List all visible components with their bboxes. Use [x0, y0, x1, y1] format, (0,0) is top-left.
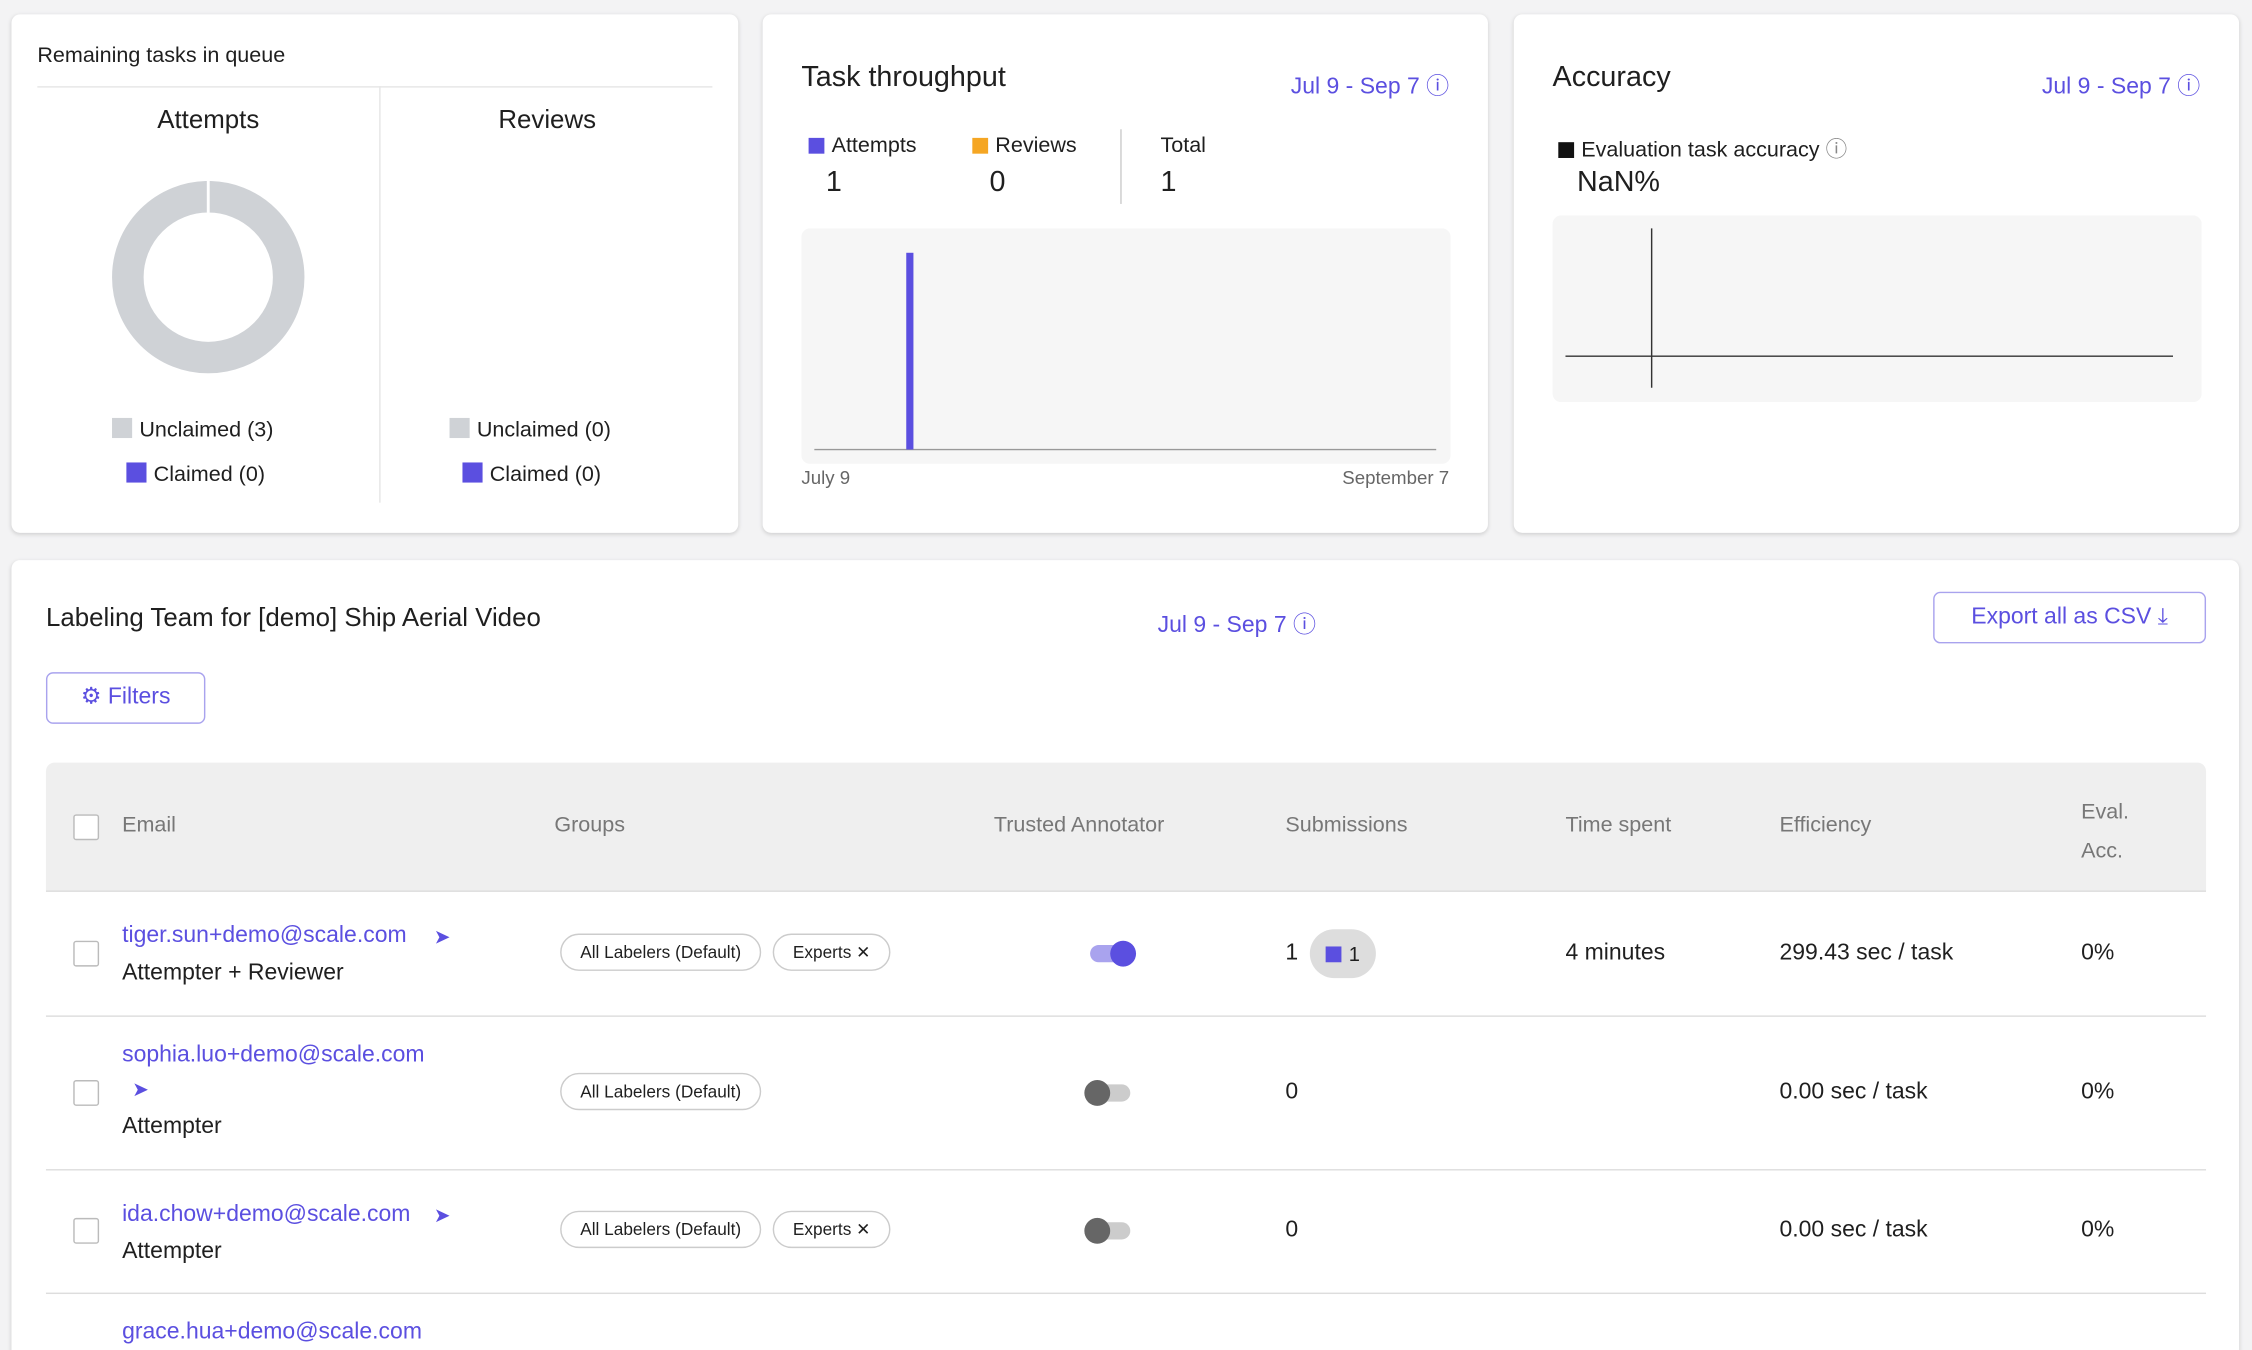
date-range[interactable]: Jul 9 - Sep 7 ⓘ: [1290, 74, 1450, 100]
metric-value: NaN%: [1576, 166, 1660, 199]
submission-badge: 1: [1309, 928, 1376, 978]
badge-count: 1: [1348, 941, 1360, 965]
send-icon[interactable]: ➤: [132, 1077, 149, 1101]
send-icon[interactable]: ➤: [433, 1203, 451, 1227]
legend-item: Claimed (0): [462, 462, 602, 487]
submissions: 0: [1285, 1217, 1299, 1243]
trusted-toggle[interactable]: [1090, 940, 1137, 966]
toggle-knob[interactable]: [1110, 940, 1137, 966]
role: Attempter: [122, 1239, 222, 1264]
date-text[interactable]: Jul 9 - Sep 7: [1290, 74, 1420, 100]
group-chip[interactable]: All Labelers (Default): [560, 1210, 762, 1249]
date-text[interactable]: Jul 9 - Sep 7: [2041, 74, 2171, 100]
team-card: Labeling Team for [demo] Ship Aerial Vid…: [11, 560, 2240, 1350]
groups: All Labelers (Default) Experts ✕: [560, 1210, 902, 1249]
stat-name: Reviews: [995, 133, 1077, 158]
column-title: Reviews: [498, 104, 597, 134]
legend-label: Unclaimed (3): [139, 417, 274, 443]
date-range[interactable]: Jul 9 - Sep 7 ⓘ: [1157, 613, 1316, 638]
email-link[interactable]: tiger.sun+demo@scale.com: [122, 923, 407, 948]
email-link[interactable]: sophia.luo+demo@scale.com: [122, 1042, 425, 1068]
metric-label: Evaluation task accuracy ⓘ: [1558, 134, 1847, 164]
column-header: Email: [122, 812, 176, 838]
legend-label: Claimed (0): [153, 462, 266, 487]
checkbox[interactable]: [73, 940, 100, 966]
axis-label: July 9: [801, 466, 851, 489]
toggle-knob[interactable]: [1084, 1079, 1111, 1106]
axis-label: September 7: [1342, 466, 1450, 489]
column-header: Trusted Annotator: [993, 812, 1165, 838]
role: Attempter: [122, 1114, 222, 1139]
date-range[interactable]: Jul 9 - Sep 7 ⓘ: [2041, 74, 2201, 100]
send-icon[interactable]: ➤: [433, 924, 451, 948]
date-text[interactable]: Jul 9 - Sep 7: [1157, 613, 1287, 638]
legend-item: Unclaimed (0): [449, 417, 611, 443]
team-title: Labeling Team for [demo] Ship Aerial Vid…: [45, 603, 541, 632]
throughput-chart: [801, 228, 1451, 464]
trusted-toggle[interactable]: [1084, 1079, 1131, 1106]
throughput-card: Task throughput Jul 9 - Sep 7 ⓘ Attempts…: [762, 14, 1488, 533]
stat-label: Reviews: [972, 133, 1077, 158]
eval-accuracy: 0%: [2081, 1217, 2115, 1243]
card-title: Task throughput: [801, 61, 1006, 94]
legend-item: Claimed (0): [126, 462, 266, 487]
row-divider: [45, 1015, 2207, 1017]
checkbox[interactable]: [73, 814, 100, 841]
eval-accuracy: 0%: [2081, 1079, 2115, 1104]
stat-name: Attempts: [831, 133, 917, 158]
efficiency: 0.00 sec / task: [1779, 1079, 1928, 1104]
legend-label: Unclaimed (0): [476, 417, 611, 443]
legend-label: Claimed (0): [489, 462, 602, 487]
filters-text[interactable]: Filters: [107, 685, 171, 710]
column-header[interactable]: Submissions: [1285, 812, 1408, 838]
metric-name: Evaluation task accuracy: [1581, 137, 1820, 163]
efficiency: 299.43 sec / task: [1779, 940, 1954, 965]
group-chip[interactable]: Experts ✕: [772, 932, 891, 971]
time-spent: 4 minutes: [1565, 940, 1666, 965]
column-header[interactable]: Efficiency: [1779, 812, 1872, 838]
group-chip[interactable]: All Labelers (Default): [560, 932, 762, 971]
submissions: 0: [1285, 1079, 1299, 1104]
stat-value: 1: [825, 166, 842, 199]
stat-value: 0: [989, 166, 1006, 199]
group-chip[interactable]: Experts ✕: [772, 1210, 891, 1249]
card-title: Accuracy: [1552, 61, 1671, 94]
toggle-knob[interactable]: [1084, 1217, 1111, 1244]
row-divider: [45, 890, 2207, 892]
role: Attempter + Reviewer: [122, 960, 344, 986]
donut: [112, 180, 305, 374]
column-header[interactable]: Time spent: [1565, 812, 1672, 838]
groups: All Labelers (Default) Experts ✕: [560, 932, 902, 971]
checkbox[interactable]: [73, 1217, 100, 1244]
row-divider: [45, 1292, 2207, 1295]
trusted-toggle[interactable]: [1084, 1217, 1131, 1244]
column-header: Groups: [554, 812, 626, 838]
team-table: Email Groups Trusted Annotator Submissions T…: [45, 762, 2207, 1350]
accuracy-card: Accuracy Jul 9 - Sep 7 ⓘ Evaluation task…: [1513, 14, 2240, 533]
email-link[interactable]: grace.hua+demo@scale.com: [122, 1319, 422, 1345]
checkbox[interactable]: [73, 1079, 100, 1106]
table-header: [45, 762, 2207, 891]
column-title: Attempts: [157, 104, 260, 134]
row-divider: [45, 1169, 2207, 1171]
groups: All Labelers (Default): [560, 1072, 773, 1110]
column-header[interactable]: Eval. Acc.: [2081, 799, 2129, 864]
stat-value: 1: [1160, 166, 1177, 199]
export-text[interactable]: Export all as CSV: [1971, 604, 2152, 630]
eval-accuracy: 0%: [2081, 940, 2115, 965]
stat-label: Total: [1160, 133, 1206, 158]
efficiency: 0.00 sec / task: [1779, 1217, 1928, 1243]
queue-title: Remaining tasks in queue: [37, 43, 286, 68]
export-button[interactable]: Export all as CSV ⤓: [1933, 591, 2207, 644]
filters-button[interactable]: ⚙ Filters: [45, 672, 206, 724]
group-chip[interactable]: All Labelers (Default): [560, 1072, 762, 1110]
stat-label: Attempts: [808, 133, 917, 158]
submissions: 1: [1285, 940, 1299, 965]
legend-item: Unclaimed (3): [112, 417, 274, 443]
email-link[interactable]: ida.chow+demo@scale.com: [122, 1202, 411, 1227]
accuracy-chart: [1552, 215, 2202, 403]
queue-card: Remaining tasks in queue Attempts Unclai…: [11, 14, 739, 533]
